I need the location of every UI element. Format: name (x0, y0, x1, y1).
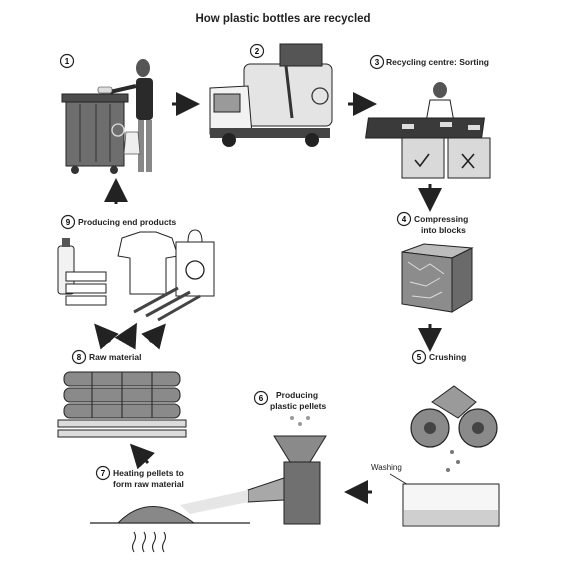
step-9: 9 Producing end products (57, 214, 215, 322)
step-9-number-badge: 9 (60, 214, 76, 230)
step-9-label: Producing end products (78, 217, 176, 227)
flow-arrows (94, 92, 442, 504)
heat-rising-icon (131, 531, 167, 553)
step-6-number-badge: 6 (253, 390, 269, 406)
step-9-number: 9 (66, 218, 71, 227)
step-7-number: 7 (101, 469, 106, 478)
recycling-truck-illustration (209, 43, 333, 147)
step-7-number-badge: 7 (95, 465, 111, 481)
step-3-number: 3 (375, 58, 380, 67)
step-4-number-badge: 4 (396, 211, 412, 227)
pellet-machine-illustration (247, 416, 327, 525)
step-5-label: Crushing (429, 352, 466, 362)
step-1: 1 (59, 53, 153, 174)
step-8-label: Raw material (89, 352, 141, 362)
step-4-number: 4 (402, 215, 407, 224)
compressed-block-illustration (401, 243, 474, 313)
step-2-number: 2 (255, 47, 260, 56)
heating-pile-illustration (90, 490, 250, 553)
step-5: 5 Crushing Washing (371, 349, 500, 527)
step-2: 2 (209, 43, 333, 147)
wheelie-bin-illustration (61, 93, 129, 174)
step-4-label-line-2: into blocks (421, 225, 466, 235)
arrow-8-to-9-left (94, 323, 119, 350)
step-7: 7 Heating pellets to form raw material (90, 465, 250, 553)
step-8-number: 8 (77, 353, 82, 362)
step-6-label-line-2: plastic pellets (270, 401, 326, 411)
step-5-number: 5 (417, 353, 422, 362)
step-8: 8 Raw material (57, 349, 187, 438)
step-3-number-badge: 3 (369, 54, 385, 70)
step-2-number-badge: 2 (249, 43, 265, 59)
washing-tank-illustration (402, 483, 500, 527)
arrow-8-to-9-right (141, 323, 166, 350)
step-4: 4 Compressing into blocks (396, 211, 474, 313)
step-7-label-line-1: Heating pellets to (113, 468, 184, 478)
end-products-illustration (57, 229, 215, 322)
step-3: 3 Recycling centre: Sorting (365, 54, 491, 179)
sorting-conveyor-illustration (365, 82, 491, 179)
step-1-number: 1 (65, 57, 70, 66)
step-6-number: 6 (259, 394, 264, 403)
step-5-number-badge: 5 (411, 349, 427, 365)
arrow-8-to-9-middle (114, 322, 137, 350)
step-6-label-line-1: Producing (276, 390, 318, 400)
step-4-label-line-1: Compressing (414, 214, 468, 224)
crushing-gears-illustration (410, 385, 498, 472)
person-illustration (97, 59, 153, 172)
arrow-7-to-8 (129, 443, 156, 470)
diagram-title: How plastic bottles are recycled (195, 13, 370, 25)
raw-material-pallet-illustration (57, 371, 187, 438)
washing-label: Washing (371, 463, 402, 472)
step-3-label: Recycling centre: Sorting (386, 57, 489, 67)
step-7-label-line-2: form raw material (113, 479, 184, 489)
step-8-number-badge: 8 (71, 349, 87, 365)
step-1-number-badge: 1 (59, 53, 75, 69)
step-6: 6 Producing plastic pellets (247, 390, 327, 525)
